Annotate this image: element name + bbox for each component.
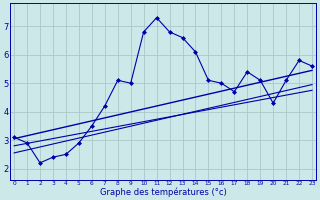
- X-axis label: Graphe des températures (°c): Graphe des températures (°c): [100, 187, 227, 197]
